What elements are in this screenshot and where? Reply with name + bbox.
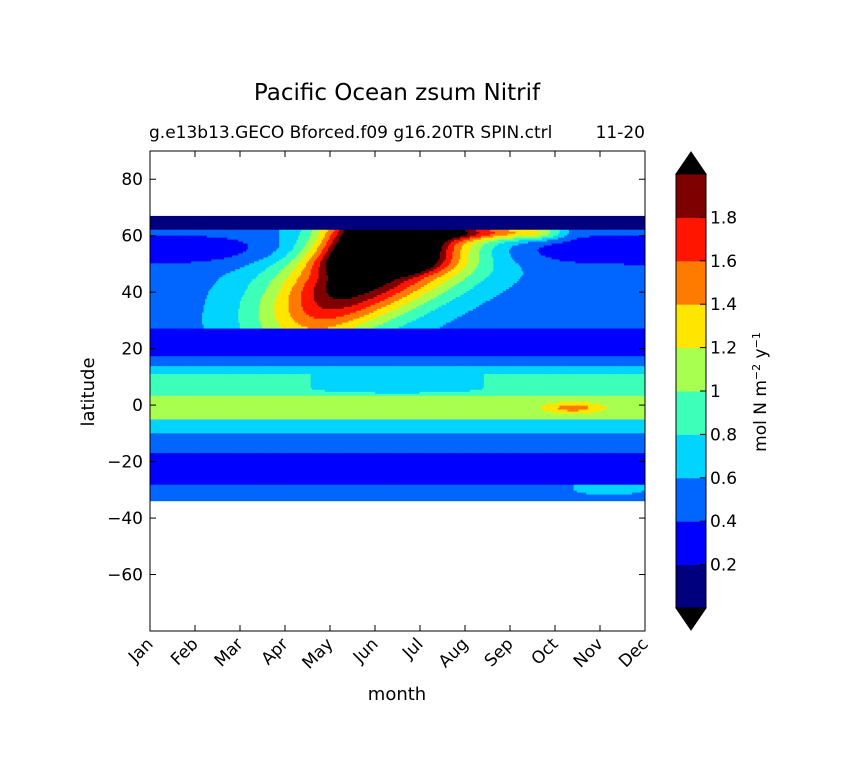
chart-subtitle-right: 11-20	[596, 123, 645, 143]
chart-title: Pacific Ocean zsum Nitrif	[254, 80, 541, 106]
contour-field	[150, 216, 647, 501]
chart-subtitle-left: g.e13b13.GECO Bforced.f09 g16.20TR SPIN.…	[149, 123, 552, 143]
